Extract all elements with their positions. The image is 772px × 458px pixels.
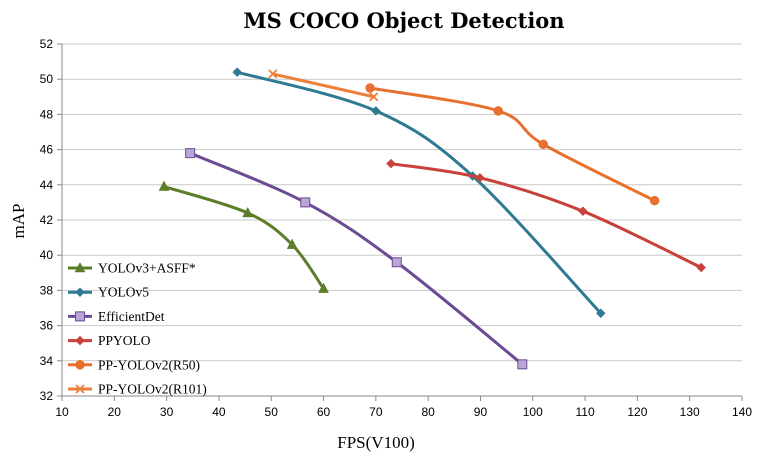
- x-tick-label: 70: [369, 405, 383, 419]
- series-line-yolov5: [235, 70, 603, 315]
- grid: [62, 43, 742, 362]
- legend-label: YOLOv3+ASFF*: [98, 261, 196, 276]
- y-axis-title: mAP: [9, 204, 28, 239]
- x-axis-title: FPS(V100): [337, 433, 414, 452]
- y-tick-label: 36: [40, 319, 54, 333]
- data-point-pp-yolov2-r50: [649, 195, 660, 206]
- x-tick-label: 130: [680, 405, 700, 419]
- series-yolov3-asff: [158, 180, 329, 293]
- legend-item-efficientdet: EfficientDet: [68, 309, 165, 324]
- data-point-pp-yolov2-r101: [369, 92, 379, 102]
- x-tick-label: 60: [317, 405, 331, 419]
- series-ppyolo: [386, 158, 707, 273]
- data-point-pp-yolov2-r101-stroke: [268, 69, 278, 79]
- legend-item-pp-yolov2-r50: PP-YOLOv2(R50): [68, 357, 200, 372]
- legend-label: PPYOLO: [98, 333, 151, 348]
- x-tick-label: 80: [421, 405, 435, 419]
- series-pp-yolov2-r50: [365, 83, 660, 206]
- data-point-yolov5: [595, 308, 606, 319]
- data-point-yolov3-asff: [318, 282, 329, 293]
- data-point-yolov5: [232, 67, 243, 78]
- axes: 32 34 36 38 40 42 44 46 48 50 52 10 20 30 40 50 60 70 80 90…: [40, 37, 753, 419]
- legend: YOLOv3+ASFF* YOLOv5 EfficientDet PPYOLO PP-Y…: [68, 261, 207, 397]
- legend-marker-stroke: [75, 384, 85, 394]
- series-efficientdet: [185, 148, 528, 370]
- y-tick-label: 40: [40, 248, 54, 262]
- series-line-pp-yolov2-r101: [271, 72, 376, 99]
- y-tick-label: 50: [40, 72, 54, 86]
- legend-label: YOLOv5: [98, 285, 149, 300]
- series-line-pp-yolov2-r50: [368, 86, 657, 203]
- x-tick-label: 140: [732, 405, 752, 419]
- y-tick-label: 32: [40, 389, 54, 403]
- x-tick-label: 90: [474, 405, 488, 419]
- chart-title: MS COCO Object Detection: [243, 8, 564, 33]
- data-point-yolov5: [370, 106, 381, 116]
- y-tick-label: 34: [40, 354, 54, 368]
- legend-label: PP-YOLOv2(R101): [98, 382, 207, 397]
- x-tick-label: 120: [627, 405, 647, 419]
- x-tick-label: 110: [576, 405, 595, 419]
- data-point-efficientdet: [300, 197, 311, 208]
- series-line-yolov3-asff: [162, 185, 326, 291]
- y-tick-label: 42: [40, 213, 54, 227]
- x-tick-label: 10: [55, 405, 69, 419]
- y-tick-label: 44: [40, 178, 54, 192]
- legend-marker: [75, 360, 85, 370]
- data-point-yolov3-asff: [242, 206, 254, 218]
- data-point-yolov3-asff: [286, 238, 298, 249]
- legend-marker: [75, 311, 85, 322]
- data-point-efficientdet: [517, 359, 528, 370]
- data-point-ppyolo: [386, 158, 396, 169]
- x-tick-label: 50: [265, 405, 279, 419]
- x-tick-label: 100: [523, 405, 543, 419]
- series-yolov5: [232, 67, 606, 319]
- legend-marker: [75, 384, 85, 394]
- legend-item-ppyolo: PPYOLO: [68, 333, 151, 348]
- data-point-ppyolo: [475, 172, 485, 183]
- legend-item-yolov3-asff: YOLOv3+ASFF*: [68, 261, 196, 276]
- legend-marker: [75, 287, 85, 298]
- data-point-pp-yolov2-r50: [493, 106, 503, 116]
- x-tick-label: 20: [108, 405, 122, 419]
- data-point-pp-yolov2-r50: [365, 83, 375, 93]
- data-point-efficientdet: [185, 148, 196, 159]
- x-tick-label: 40: [212, 405, 226, 419]
- data-point-pp-yolov2-r101: [268, 69, 278, 79]
- data-point-efficientdet: [391, 257, 402, 268]
- legend-label: EfficientDet: [98, 309, 165, 324]
- series-line-ppyolo: [389, 162, 703, 270]
- y-tick-label: 38: [40, 283, 54, 297]
- series-pp-yolov2-r101: [268, 69, 379, 102]
- legend-item-pp-yolov2-r101: PP-YOLOv2(R101): [68, 382, 207, 397]
- legend-item-yolov5: YOLOv5: [68, 285, 149, 300]
- legend-marker: [74, 261, 86, 273]
- data-point-pp-yolov2-r101-stroke: [369, 92, 379, 102]
- x-tick-label: 30: [160, 405, 174, 419]
- y-tick-label: 46: [40, 143, 54, 157]
- series-line-efficientdet: [188, 151, 524, 366]
- y-tick-label: 48: [40, 107, 54, 121]
- y-tick-label: 52: [40, 37, 54, 51]
- series-group: [158, 67, 707, 370]
- data-point-pp-yolov2-r50: [538, 139, 548, 150]
- data-point-ppyolo: [578, 206, 588, 217]
- data-point-yolov3-asff: [158, 180, 170, 191]
- legend-label: PP-YOLOv2(R50): [98, 357, 200, 372]
- data-point-ppyolo: [696, 262, 707, 273]
- legend-marker: [75, 335, 85, 346]
